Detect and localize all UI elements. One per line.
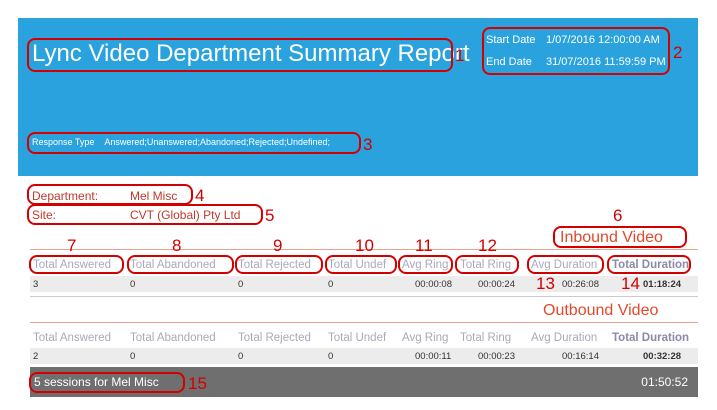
inbound-total-ring: 00:00:24 [478, 279, 515, 290]
inbound-avg-ring: 00:00:08 [415, 279, 452, 290]
sessions-total-duration: 01:50:52 [641, 375, 688, 389]
annotation-number-13: 13 [536, 274, 555, 293]
inbound-header-total-undef: Total Undef [328, 259, 387, 271]
outbound-total-abandoned: 0 [130, 351, 136, 362]
inbound-header-total-duration: Total Duration [612, 259, 690, 271]
inbound-data-row [30, 276, 698, 292]
inbound-header-total-answered: Total Answered [33, 259, 111, 271]
end-date-label: End Date [486, 56, 532, 68]
annotation-box-2 [482, 27, 670, 75]
annotation-box-6 [553, 226, 687, 248]
outbound-total-answered: 2 [33, 351, 39, 362]
annotation-number-5: 5 [265, 206, 275, 225]
response-type-value: Answered;Unanswered;Abandoned;Rejected;U… [104, 137, 331, 147]
annotation-box-13 [527, 255, 604, 274]
department-row: Department: Mel Misc [32, 189, 177, 203]
report-title: Lync Video Department Summary Report [32, 40, 470, 67]
outbound-video-title: Outbound Video [543, 302, 659, 319]
annotation-number-3: 3 [363, 135, 373, 154]
end-date-value: 31/07/2016 11:59:59 PM [546, 56, 666, 68]
outbound-total-duration: 00:32:28 [643, 351, 682, 362]
annotation-box-3 [27, 132, 361, 154]
annotation-number-11: 11 [415, 236, 433, 255]
annotation-box-5 [27, 204, 263, 225]
inbound-total-abandoned: 0 [130, 279, 136, 290]
annotation-box-9 [235, 255, 323, 274]
inbound-header-total-abandoned: Total Abandoned [130, 259, 216, 271]
annotation-box-1 [27, 38, 453, 72]
outbound-divider [30, 322, 698, 323]
annotation-box-15 [29, 372, 185, 393]
site-row: Site: CVT (Global) Pty Ltd [32, 208, 240, 222]
sessions-summary-text: 5 sessions for Mel Misc [34, 375, 159, 389]
response-type: Response Type Answered;Unanswered;Abandon… [32, 137, 330, 147]
inbound-header-total-rejected: Total Rejected [238, 259, 311, 271]
department-value: Mel Misc [130, 189, 178, 203]
outbound-avg-duration: 00:16:14 [562, 351, 599, 362]
outbound-header-avg-duration: Avg Duration [531, 332, 598, 344]
annotation-number-14: 14 [621, 274, 640, 293]
outbound-total-undef: 0 [328, 351, 334, 362]
outbound-header-total-rejected: Total Rejected [238, 332, 311, 344]
response-type-label: Response Type [32, 137, 95, 147]
department-label: Department: [32, 189, 99, 203]
annotation-box-11 [398, 255, 453, 274]
outbound-total-rejected: 0 [238, 351, 244, 362]
annotation-number-9: 9 [273, 236, 283, 255]
inbound-avg-duration: 00:26:08 [562, 279, 599, 290]
start-date-label: Start Date [486, 34, 536, 46]
site-label: Site: [32, 208, 57, 222]
inbound-total-rejected: 0 [238, 279, 244, 290]
outbound-header-total-answered: Total Answered [33, 332, 111, 344]
annotation-number-10: 10 [355, 236, 374, 255]
inbound-video-title: Inbound Video [560, 229, 663, 246]
outbound-data-row [30, 348, 698, 364]
inbound-total-duration: 01:18:24 [643, 279, 682, 290]
annotation-number-15: 15 [188, 374, 207, 393]
inbound-total-undef: 0 [328, 279, 334, 290]
annotation-number-1: 1 [455, 46, 465, 65]
annotation-box-12 [455, 255, 519, 274]
annotation-box-7 [29, 255, 124, 274]
annotation-number-2: 2 [673, 43, 683, 62]
inbound-header-total-ring: Total Ring [460, 259, 512, 271]
annotation-number-7: 7 [67, 236, 77, 255]
annotation-box-4 [27, 184, 193, 205]
annotation-box-8 [127, 255, 234, 274]
annotation-number-8: 8 [172, 236, 182, 255]
date-range: Start Date 1/07/2016 12:00:00 AM End Date… [486, 29, 666, 73]
annotation-number-4: 4 [195, 186, 205, 205]
annotation-number-12: 12 [478, 236, 497, 255]
outbound-header-total-undef: Total Undef [328, 332, 387, 344]
annotation-box-10 [325, 255, 397, 274]
annotation-number-6: 6 [613, 206, 623, 225]
outbound-avg-ring: 00:00:11 [415, 351, 452, 362]
outbound-total-ring: 00:00:23 [478, 351, 515, 362]
start-date-value: 1/07/2016 12:00:00 AM [546, 34, 660, 46]
outbound-header-total-ring: Total Ring [460, 332, 512, 344]
site-value: CVT (Global) Pty Ltd [130, 208, 241, 222]
inbound-divider [30, 249, 698, 250]
annotation-box-14 [607, 255, 691, 274]
outbound-header-total-duration: Total Duration [612, 332, 690, 344]
inbound-bottom-line [30, 296, 698, 297]
inbound-header-avg-duration: Avg Duration [531, 259, 598, 271]
inbound-total-answered: 3 [33, 279, 39, 290]
outbound-header-total-abandoned: Total Abandoned [130, 332, 216, 344]
outbound-header-avg-ring: Avg Ring [402, 332, 449, 344]
inbound-header-avg-ring: Avg Ring [402, 259, 449, 271]
